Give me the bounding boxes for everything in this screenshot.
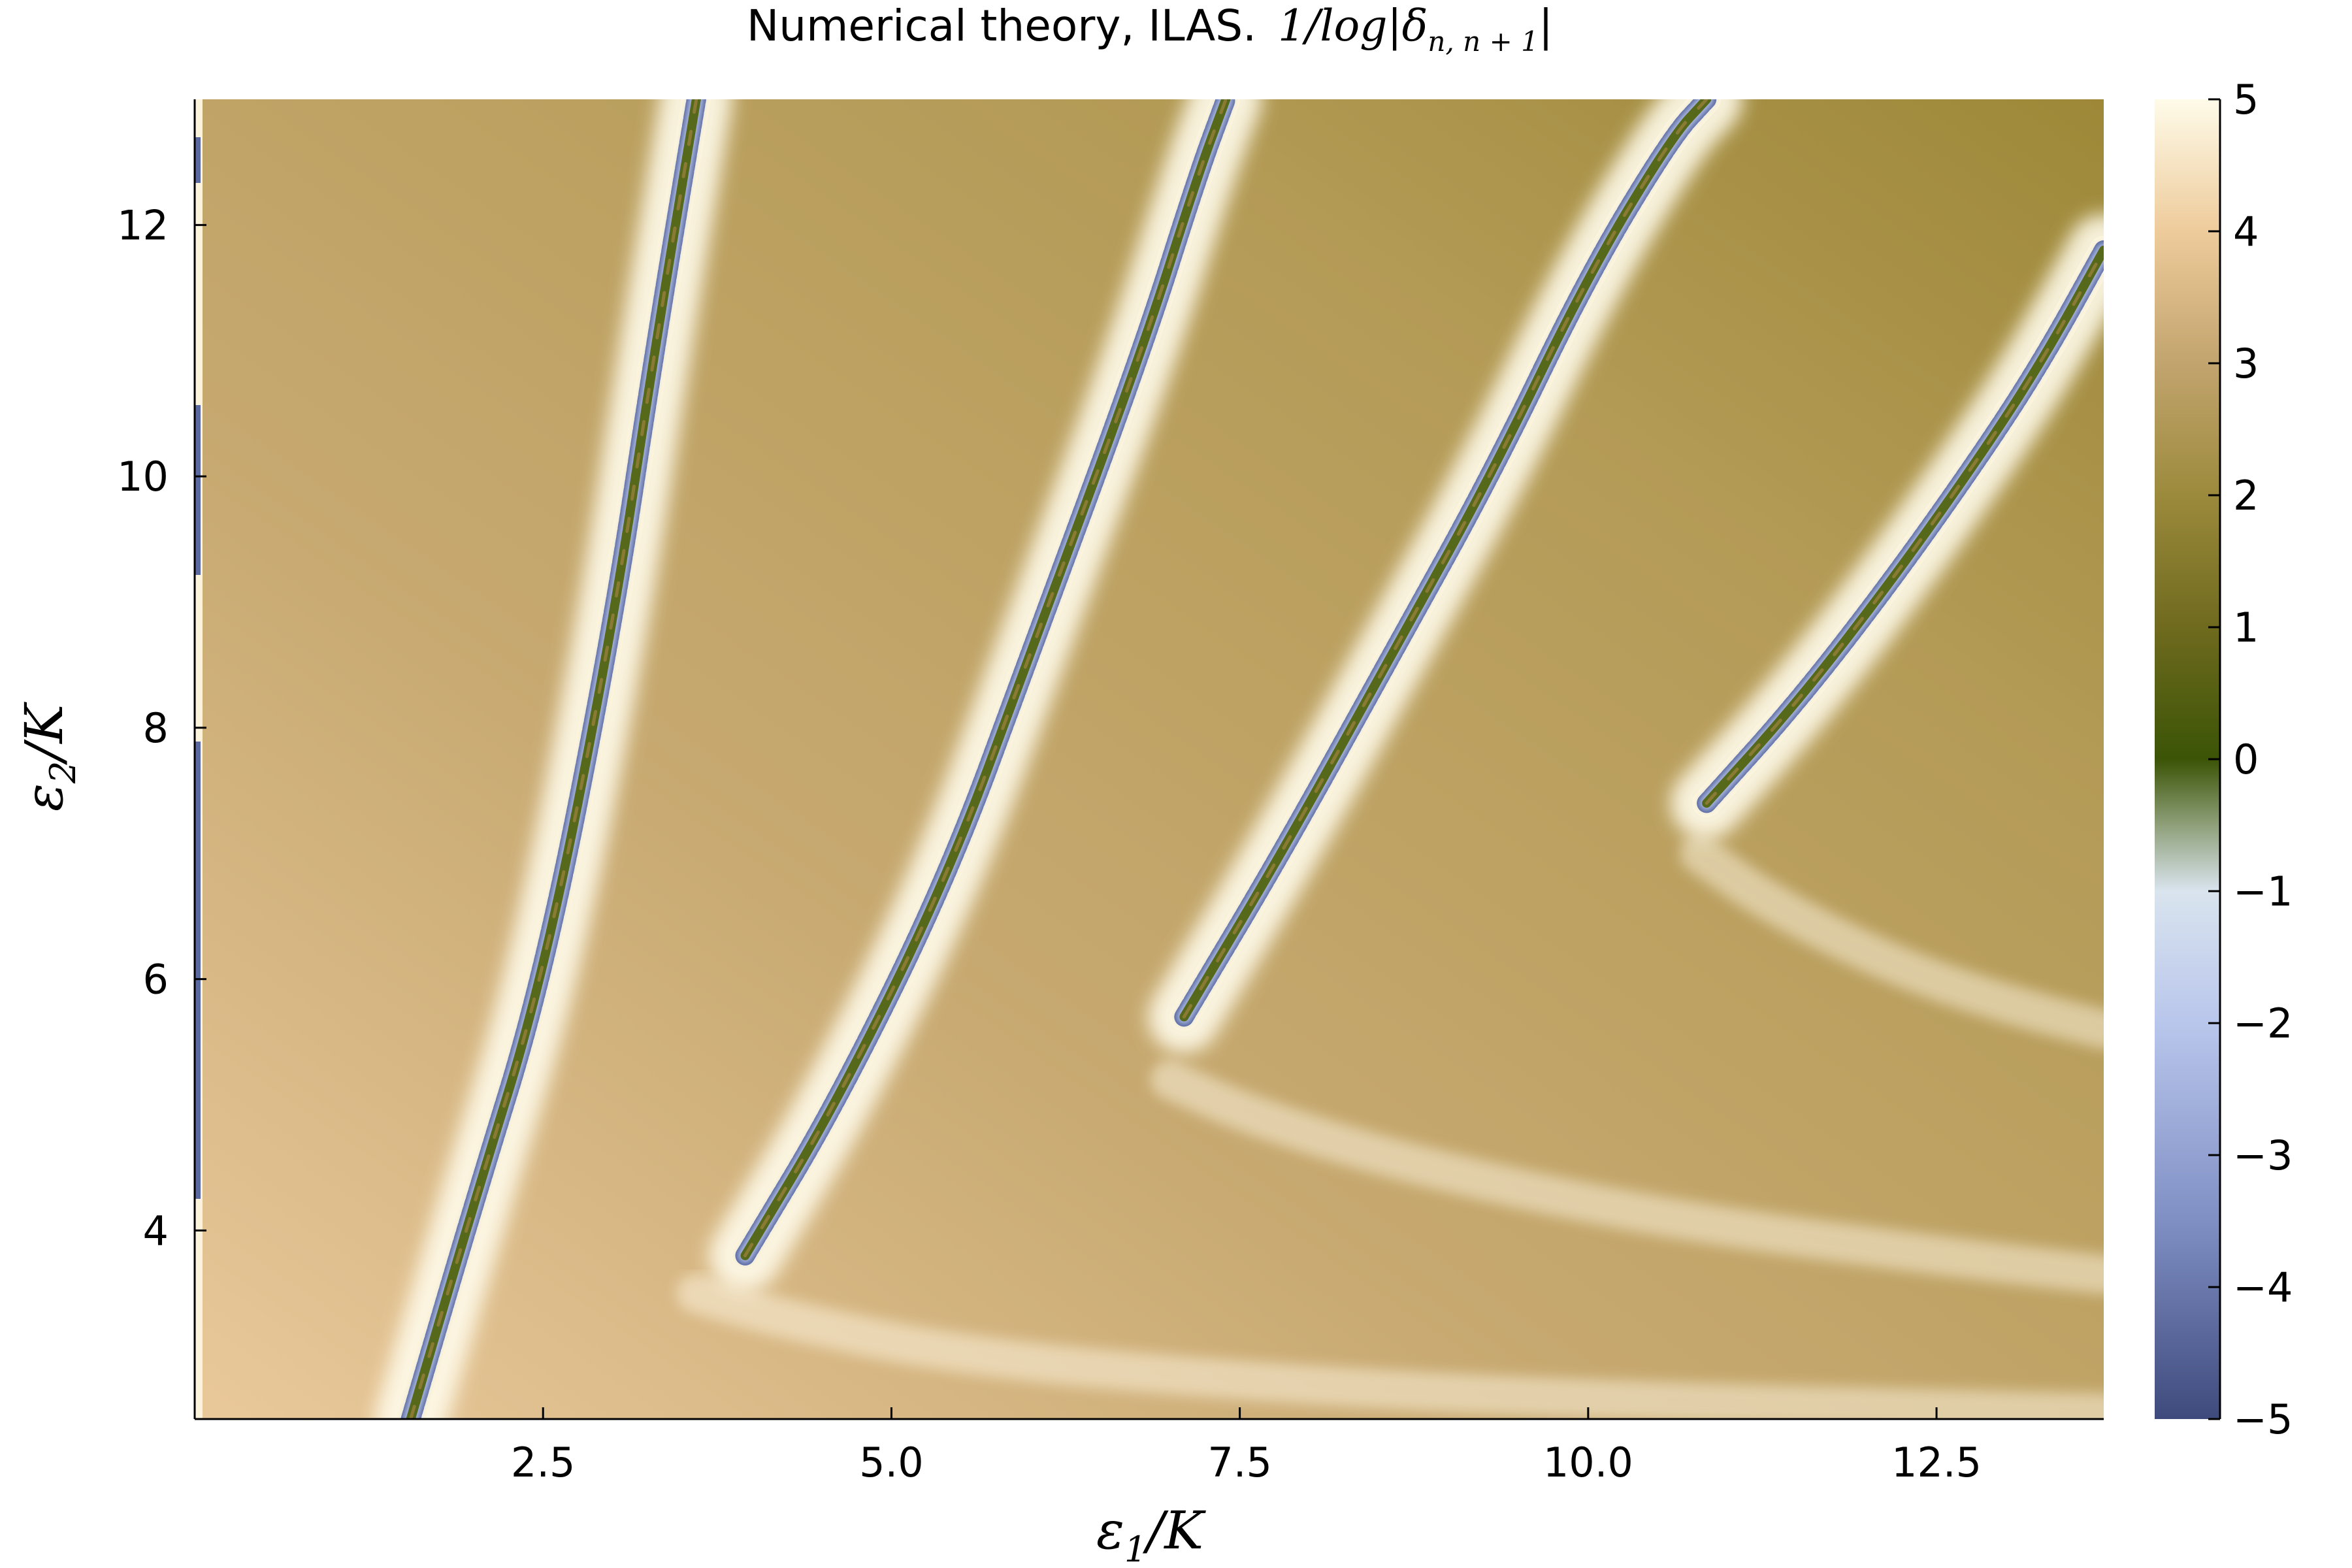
colorbar-tick-label: −2 bbox=[2233, 1000, 2293, 1047]
y-tick-label: 6 bbox=[143, 956, 169, 1004]
ridge-core-detail bbox=[743, 99, 1228, 1258]
left-edge-blue-segment bbox=[195, 405, 201, 575]
ridge-core-detail bbox=[1182, 99, 1708, 1019]
chart-title: Numerical theory, ILAS. 1/log|δn, n + 1| bbox=[747, 1, 1553, 57]
colorbar-tick-label: 0 bbox=[2233, 736, 2259, 783]
axes-frame bbox=[193, 99, 2104, 1420]
y-tick-label: 10 bbox=[117, 453, 169, 500]
faint-arc bbox=[1680, 834, 2104, 1049]
y-axis-label: ε2/K bbox=[14, 702, 84, 811]
x-tick-label: 7.5 bbox=[1207, 1439, 1272, 1486]
faint-arc bbox=[676, 1273, 2104, 1419]
x-tick-label: 10.0 bbox=[1543, 1439, 1633, 1486]
ridge-core-detail bbox=[409, 99, 698, 1419]
x-tick-label: 5.0 bbox=[859, 1439, 924, 1486]
colorbar-tick-label: −3 bbox=[2233, 1132, 2293, 1179]
left-edge-blue-segment bbox=[195, 742, 201, 1199]
colorbar-tick-label: −4 bbox=[2233, 1264, 2293, 1311]
left-edge-blue-segment bbox=[195, 137, 201, 183]
colorbar-tick-label: 3 bbox=[2233, 340, 2259, 387]
heatmap-plot-area bbox=[195, 99, 2104, 1419]
x-axis-label: ε1/K bbox=[1096, 1500, 1206, 1568]
faint-arc bbox=[1150, 1060, 2104, 1294]
y-axis-ticks: 4 6 8 10 12 bbox=[117, 201, 206, 1254]
colorbar-tick-label: −5 bbox=[2233, 1396, 2293, 1443]
colorbar-tick-label: −1 bbox=[2233, 868, 2293, 915]
x-axis-ticks: 2.5 5.0 7.5 10.0 12.5 bbox=[511, 1407, 1982, 1486]
ridge-core-detail bbox=[1705, 248, 2104, 805]
y-tick-label: 4 bbox=[143, 1207, 169, 1254]
colorbar-tick-label: 2 bbox=[2233, 472, 2259, 519]
x-tick-label: 2.5 bbox=[511, 1439, 576, 1486]
y-tick-label: 12 bbox=[117, 201, 169, 249]
x-tick-label: 12.5 bbox=[1891, 1439, 1982, 1486]
colorbar: 5 4 3 2 1 0 −1 −2 −3 −4 −5 bbox=[2155, 76, 2293, 1443]
colorbar-tick-label: 5 bbox=[2233, 76, 2259, 123]
colorbar-tick-label: 1 bbox=[2233, 604, 2259, 651]
colorbar-tick-label: 4 bbox=[2233, 208, 2259, 255]
y-tick-label: 8 bbox=[143, 704, 169, 752]
